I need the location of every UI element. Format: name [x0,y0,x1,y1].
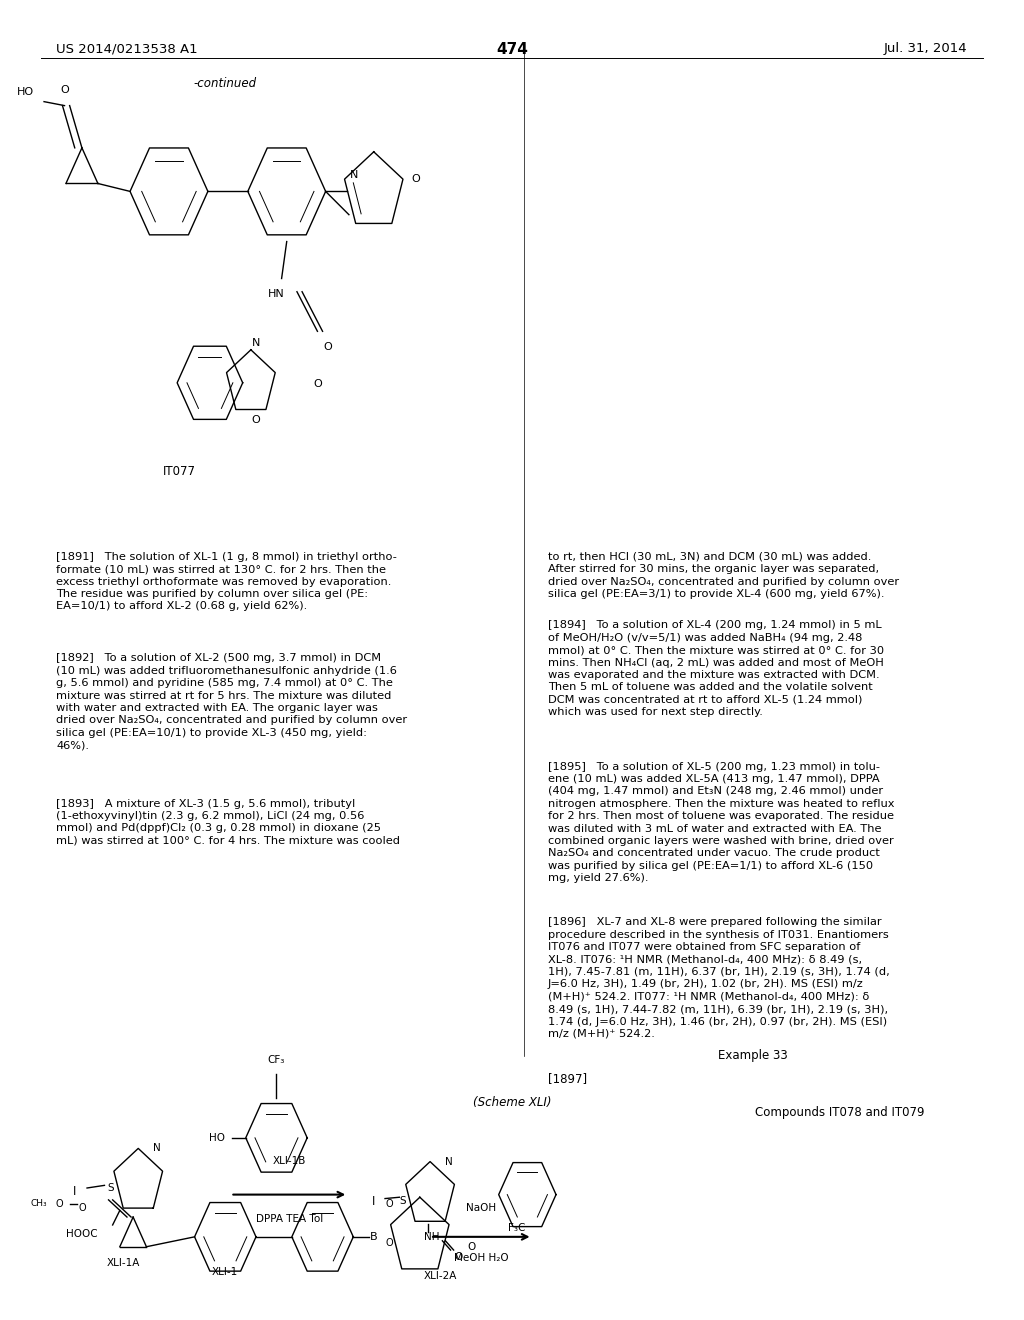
Text: [1896]   XL-7 and XL-8 were prepared following the similar
procedure described i: [1896] XL-7 and XL-8 were prepared follo… [548,917,890,1039]
Text: Jul. 31, 2014: Jul. 31, 2014 [884,42,968,55]
Text: [1891]   The solution of XL-1 (1 g, 8 mmol) in triethyl ortho-
formate (10 mL) w: [1891] The solution of XL-1 (1 g, 8 mmol… [56,552,397,611]
Text: O: O [455,1251,463,1262]
Text: [1895]   To a solution of XL-5 (200 mg, 1.23 mmol) in tolu-
ene (10 mL) was adde: [1895] To a solution of XL-5 (200 mg, 1.… [548,762,894,883]
Text: O: O [385,1238,393,1249]
Text: Compounds IT078 and IT079: Compounds IT078 and IT079 [755,1106,925,1119]
Text: 474: 474 [496,42,528,57]
Text: XLI-1: XLI-1 [212,1267,239,1278]
Text: CH₃: CH₃ [31,1200,47,1208]
Text: HN: HN [268,289,285,300]
Text: XLI-2A: XLI-2A [424,1271,457,1282]
Text: O: O [412,174,420,185]
Text: B: B [370,1232,378,1242]
Text: N: N [252,338,260,348]
Text: O: O [313,379,322,389]
Text: I: I [73,1185,77,1199]
Text: CH₃: CH₃ [440,1183,456,1191]
Text: O: O [55,1199,63,1209]
Text: IT077: IT077 [163,465,196,478]
Text: N: N [349,170,358,181]
Text: US 2014/0213538 A1: US 2014/0213538 A1 [56,42,198,55]
Text: I: I [372,1195,376,1208]
Text: (Scheme XLI): (Scheme XLI) [473,1096,551,1109]
Text: N: N [444,1156,453,1167]
Text: O: O [252,414,260,425]
Text: XLI-1B: XLI-1B [272,1155,306,1166]
Text: NaOH: NaOH [466,1203,497,1213]
Text: O: O [60,84,69,95]
Text: to rt, then HCl (30 mL, 3N) and DCM (30 mL) was added.
After stirred for 30 mins: to rt, then HCl (30 mL, 3N) and DCM (30 … [548,552,899,599]
Text: CF₃: CF₃ [268,1055,285,1065]
Text: HOOC: HOOC [67,1229,97,1239]
Text: O: O [385,1199,393,1209]
Text: O: O [467,1242,475,1253]
Text: -continued: -continued [194,77,257,90]
Text: O: O [324,342,332,352]
Text: HO: HO [209,1133,225,1143]
Text: F₃C: F₃C [509,1222,525,1233]
Text: [1893]   A mixture of XL-3 (1.5 g, 5.6 mmol), tributyl
(1-ethoxyvinyl)tin (2.3 g: [1893] A mixture of XL-3 (1.5 g, 5.6 mmo… [56,799,400,846]
Text: XLI-1A: XLI-1A [106,1258,139,1269]
Text: [1894]   To a solution of XL-4 (200 mg, 1.24 mmol) in 5 mL
of MeOH/H₂O (v/v=5/1): [1894] To a solution of XL-4 (200 mg, 1.… [548,620,884,717]
Text: S: S [399,1196,406,1206]
Text: O: O [78,1203,86,1213]
Text: MeOH H₂O: MeOH H₂O [454,1253,509,1263]
Text: NH: NH [424,1232,440,1242]
Text: N: N [153,1143,161,1154]
Text: Example 33: Example 33 [718,1049,787,1063]
Text: [1897]: [1897] [548,1072,587,1085]
Text: DPPA TEA Tol: DPPA TEA Tol [256,1214,323,1225]
Text: [1892]   To a solution of XL-2 (500 mg, 3.7 mmol) in DCM
(10 mL) was added trifl: [1892] To a solution of XL-2 (500 mg, 3.… [56,653,408,750]
Text: S: S [108,1183,114,1193]
Text: CH₃ (implied): CH₃ (implied) [433,164,488,172]
Text: HO: HO [16,87,34,98]
